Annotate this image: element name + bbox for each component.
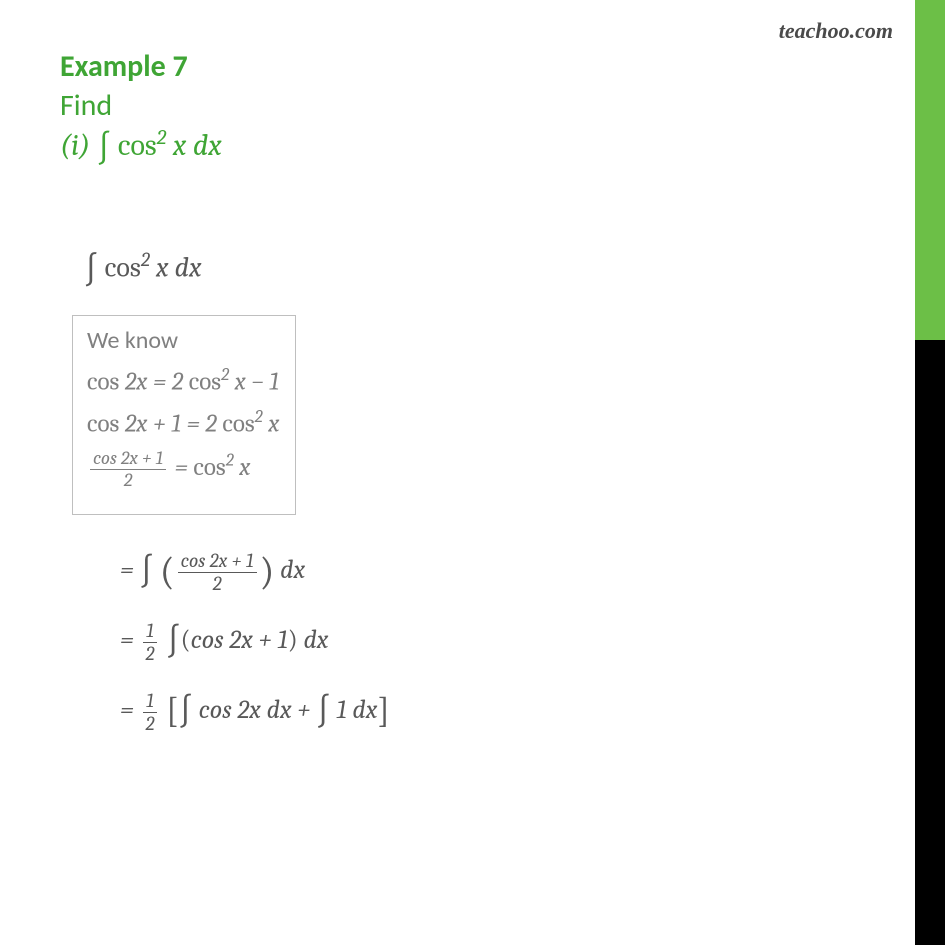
fraction: cos 2x + 1 2 [90,448,166,490]
frac-num: 1 [143,620,158,641]
dx: dx [169,251,202,283]
dx: dx [274,555,305,585]
cos-fn: cos [118,128,157,163]
integrand-1: cos 2x dx [193,695,292,725]
integrand-2: 1 dx [331,695,378,725]
exponent-2: 2 [255,407,263,427]
equals-two: = 2 [181,409,222,438]
rparen: ) [288,625,298,655]
lparen: ( [181,625,191,655]
integral-sign: ∫ [97,128,111,168]
two-x: 2x [119,368,147,397]
frac-den: 2 [90,469,166,491]
border-black [915,340,945,945]
one-half: 1 2 [143,690,158,734]
frac-den: 2 [178,572,257,594]
frac-num: cos 2x + 1 [90,448,166,469]
frac-den: 2 [143,712,158,734]
equals: = [169,453,193,482]
problem-statement: (i) ∫ cos2 x dx [60,126,840,168]
cos-fn: cos [222,409,254,438]
step-3: = 1 2 [∫ cos 2x dx + ∫ 1 dx] [120,690,840,734]
integral-sign: ∫ [179,691,193,731]
integral-sign: ∫ [166,621,180,661]
exponent-2: 2 [226,451,234,471]
cos-fn: cos [189,368,221,397]
equals: = [120,555,140,585]
integral-sign: ∫ [84,249,98,289]
var-x: x [263,409,280,438]
cos-fn: cos [87,368,119,397]
exponent-2: 2 [157,126,167,150]
equals: = [120,625,140,655]
step-2: = 1 2 ∫(cos 2x + 1) dx [120,620,840,664]
frac-num: 1 [143,690,158,711]
equals-two: = 2 [147,368,188,397]
box-label: We know [87,326,279,355]
cos-fn: cos [193,453,225,482]
two-x: 2x [119,409,147,438]
exponent-2: 2 [221,365,229,385]
cos-fn: cos [105,251,141,283]
border-green [915,0,945,340]
identity-box: We know cos 2x = 2 cos2 x − 1 cos 2x + 1… [72,315,296,515]
plus: + [292,695,317,725]
integral-sign: ∫ [140,551,154,591]
problem-prefix: (i) [60,128,97,163]
equals: = [120,695,140,725]
one-half: 1 2 [143,620,158,664]
minus-one: − 1 [246,368,279,397]
frac-num: cos 2x + 1 [178,550,257,571]
identity-line-2: cos 2x + 1 = 2 cos2 x [87,407,279,438]
identity-line-3: cos 2x + 1 2 = cos2 x [87,448,279,490]
exponent-2: 2 [141,248,150,271]
step-1: = ∫ ( cos 2x + 1 2 ) dx [120,549,840,594]
rbracket: ] [377,690,389,731]
rparen: ) [260,549,275,594]
fraction: cos 2x + 1 2 [178,550,257,594]
dx: dx [298,625,329,655]
restated-integral: ∫ cos2 x dx [84,248,840,289]
dx: dx [186,128,221,163]
lbracket: [ [166,690,178,731]
right-border [915,0,945,945]
lparen: ( [160,549,175,594]
identity-line-1: cos 2x = 2 cos2 x − 1 [87,365,279,396]
var-x: x [234,453,251,482]
frac-den: 2 [143,642,158,664]
brand-logo: teachoo.com [779,18,893,44]
var-x: x [166,128,186,163]
var-x: x [150,251,169,283]
cos-fn: cos [87,409,119,438]
var-x: x [229,368,246,397]
integrand-body: cos 2x + 1 [191,625,288,655]
example-title: Example 7 [60,48,840,85]
find-label: Find [60,87,840,124]
plus-one: + 1 [147,409,181,438]
page-content: Example 7 Find (i) ∫ cos2 x dx ∫ cos2 x … [0,0,900,774]
integral-sign: ∫ [316,691,330,731]
